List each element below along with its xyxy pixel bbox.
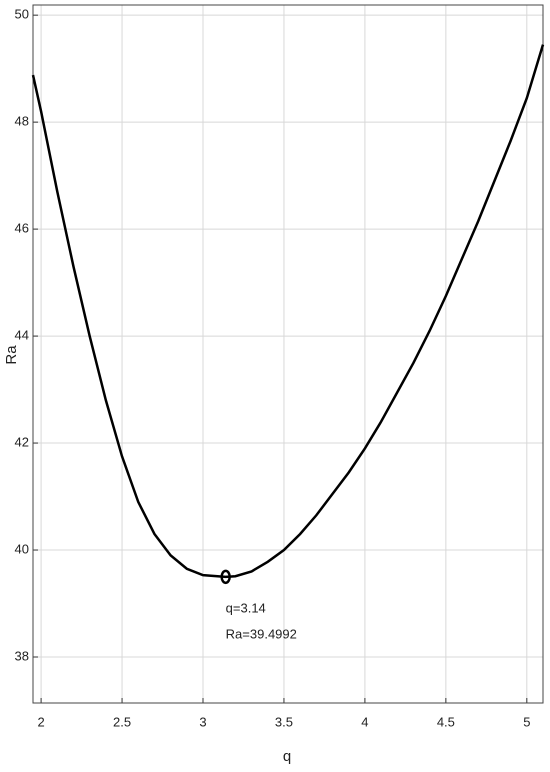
y-tick-label: 46 [15,221,29,236]
x-tick-label: 5 [523,714,530,729]
x-tick-label: 4.5 [437,714,455,729]
y-tick-label: 38 [15,648,29,663]
y-tick-label: 44 [15,328,29,343]
x-tick-label: 3.5 [275,714,293,729]
x-tick-label: 3 [199,714,206,729]
annotation-marker [220,569,231,585]
x-tick-label: 2.5 [113,714,131,729]
y-tick-label: 48 [15,114,29,129]
y-tick-label: 42 [15,434,29,449]
y-tick-label: 50 [15,7,29,22]
y-tick-label: 40 [15,541,29,556]
line [31,44,545,579]
plot-frame [32,4,544,704]
annotation-text: Ra=39.4992 [226,626,297,641]
x-tick-label: 2 [37,714,44,729]
x-tick-label: 4 [361,714,368,729]
y-axis-label: Ra [3,345,20,365]
x-axis-label: q [283,748,291,765]
annotation-text: q=3.14 [226,600,266,615]
